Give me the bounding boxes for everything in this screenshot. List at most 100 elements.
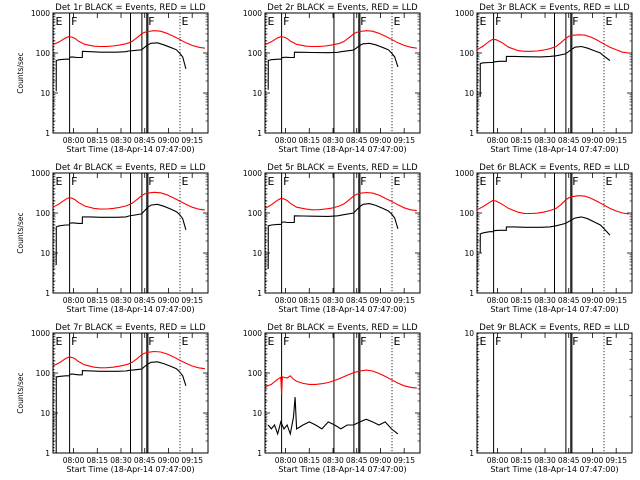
- y-tick-label: 100: [248, 369, 263, 378]
- events-series-line: [479, 45, 611, 97]
- event-marker-label: E: [55, 15, 62, 28]
- x-tick-label: 09:15: [393, 296, 415, 305]
- x-tick-label: 08:30: [322, 136, 344, 145]
- event-marker-label: F: [283, 335, 289, 348]
- event-marker-label: F: [148, 15, 154, 28]
- y-tick-label: 1000: [31, 9, 50, 18]
- lld-series-line: [52, 350, 205, 370]
- x-tick-label: 09:00: [582, 136, 604, 145]
- y-tick-label: 1: [257, 449, 262, 458]
- y-tick-label: 10: [464, 249, 474, 258]
- y-tick-label: 1000: [243, 169, 262, 178]
- x-tick-label: 08:30: [534, 136, 556, 145]
- event-marker-label: F: [572, 15, 578, 28]
- x-tick-label: 08:15: [298, 136, 320, 145]
- y-axis-label: Counts/sec: [16, 52, 25, 93]
- x-tick-label: 09:00: [158, 136, 180, 145]
- y-tick-label: 1000: [243, 9, 262, 18]
- y-tick-label: 1: [45, 449, 50, 458]
- x-tick-label: 09:00: [582, 456, 604, 465]
- lld-series-line: [476, 34, 629, 54]
- x-axis-label: Start Time (18-Apr-14 07:47:00): [490, 145, 618, 154]
- x-tick-label: 08:00: [63, 296, 85, 305]
- x-tick-label: 09:15: [393, 456, 415, 465]
- event-marker-label: F: [283, 15, 289, 28]
- x-tick-label: 09:00: [370, 136, 392, 145]
- x-axis-label: Start Time (18-Apr-14 07:47:00): [66, 465, 194, 474]
- y-tick-label: 10: [252, 249, 262, 258]
- event-marker-label: E: [606, 175, 613, 188]
- lld-series-line: [264, 369, 417, 394]
- y-tick-label: 10: [40, 409, 50, 418]
- chart-title: Det 2r BLACK = Events, RED = LLD: [267, 3, 418, 13]
- x-tick-label: 09:15: [181, 456, 203, 465]
- x-tick-label: 08:30: [322, 456, 344, 465]
- plot-frame: [264, 172, 421, 294]
- y-tick-label: 1: [45, 129, 50, 138]
- x-tick-label: 08:45: [346, 296, 368, 305]
- x-axis-label: Start Time (18-Apr-14 07:47:00): [66, 145, 194, 154]
- x-tick-label: 08:45: [134, 136, 156, 145]
- chart-title: Det 6r BLACK = Events, RED = LLD: [479, 163, 630, 173]
- y-tick-label: 10: [40, 89, 50, 98]
- y-tick-label: 10: [464, 329, 474, 338]
- y-tick-label: 100: [248, 49, 263, 58]
- x-tick-label: 08:15: [86, 296, 108, 305]
- event-marker-label: E: [606, 15, 613, 28]
- event-marker-label: E: [394, 175, 401, 188]
- x-tick-label: 08:45: [558, 136, 580, 145]
- y-tick-label: 1: [257, 289, 262, 298]
- chart-title: Det 7r BLACK = Events, RED = LLD: [55, 323, 206, 333]
- y-tick-label: 1: [257, 129, 262, 138]
- chart-title: Det 9r BLACK = Events, RED = LLD: [479, 323, 630, 333]
- lld-series-line: [476, 195, 629, 215]
- lld-series-line: [264, 191, 417, 212]
- event-marker-label: E: [55, 335, 62, 348]
- x-tick-label: 08:15: [510, 296, 532, 305]
- x-tick-label: 09:15: [605, 456, 627, 465]
- event-marker-label: E: [479, 175, 486, 188]
- x-tick-label: 09:15: [393, 136, 415, 145]
- event-marker-label: F: [148, 335, 154, 348]
- event-marker-label: E: [55, 175, 62, 188]
- y-tick-label: 1000: [455, 169, 474, 178]
- x-axis-label: Start Time (18-Apr-14 07:47:00): [490, 465, 618, 474]
- chart-title: Det 5r BLACK = Events, RED = LLD: [267, 163, 418, 173]
- x-tick-label: 09:15: [181, 136, 203, 145]
- event-marker-label: F: [71, 175, 77, 188]
- x-tick-label: 09:00: [158, 456, 180, 465]
- x-tick-label: 09:00: [370, 296, 392, 305]
- x-tick-label: 09:00: [370, 456, 392, 465]
- plot-frame: [476, 332, 633, 454]
- x-tick-label: 08:30: [110, 136, 132, 145]
- x-tick-label: 08:30: [534, 456, 556, 465]
- x-axis-label: Start Time (18-Apr-14 07:47:00): [278, 465, 406, 474]
- y-tick-label: 100: [36, 49, 51, 58]
- event-marker-label: F: [360, 15, 366, 28]
- x-tick-label: 08:45: [346, 456, 368, 465]
- event-marker-label: F: [572, 175, 578, 188]
- x-tick-label: 08:00: [275, 136, 297, 145]
- event-marker-label: E: [479, 15, 486, 28]
- event-marker-label: E: [182, 335, 189, 348]
- lld-series-line: [52, 30, 205, 49]
- y-tick-label: 10: [464, 89, 474, 98]
- event-marker-label: F: [283, 175, 289, 188]
- x-tick-label: 08:00: [487, 136, 509, 145]
- event-marker-label: E: [479, 335, 486, 348]
- x-tick-label: 08:45: [558, 296, 580, 305]
- event-marker-label: F: [360, 175, 366, 188]
- x-axis-label: Start Time (18-Apr-14 07:47:00): [490, 305, 618, 314]
- plot-frame: [264, 12, 421, 134]
- event-marker-label: F: [71, 15, 77, 28]
- x-tick-label: 08:15: [298, 456, 320, 465]
